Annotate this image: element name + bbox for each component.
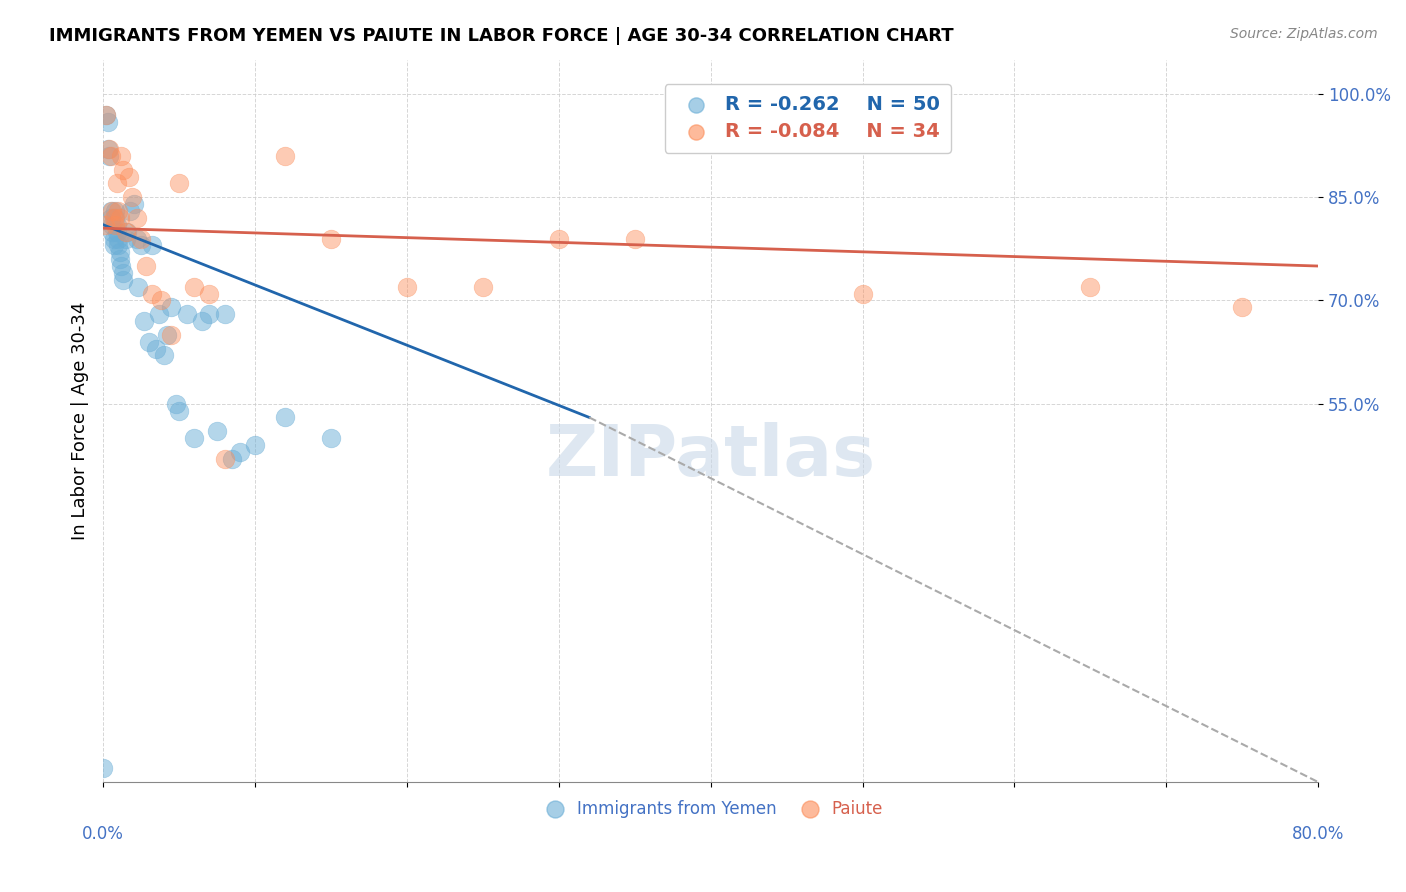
Legend: Immigrants from Yemen, Paiute: Immigrants from Yemen, Paiute	[531, 793, 890, 824]
Point	[107, 231, 129, 245]
Point	[183, 431, 205, 445]
Point	[122, 197, 145, 211]
Point	[141, 238, 163, 252]
Point	[105, 225, 128, 239]
Point	[108, 211, 131, 225]
Point	[138, 334, 160, 349]
Point	[117, 225, 139, 239]
Point	[205, 424, 228, 438]
Point	[97, 142, 120, 156]
Point	[547, 231, 569, 245]
Point	[98, 149, 121, 163]
Point	[108, 245, 131, 260]
Point	[103, 211, 125, 225]
Point	[129, 231, 152, 245]
Point	[221, 451, 243, 466]
Point	[167, 177, 190, 191]
Point	[148, 307, 170, 321]
Text: Source: ZipAtlas.com: Source: ZipAtlas.com	[1230, 27, 1378, 41]
Point	[104, 204, 127, 219]
Text: IMMIGRANTS FROM YEMEN VS PAIUTE IN LABOR FORCE | AGE 30-34 CORRELATION CHART: IMMIGRANTS FROM YEMEN VS PAIUTE IN LABOR…	[49, 27, 953, 45]
Point	[167, 403, 190, 417]
Point	[243, 438, 266, 452]
Point	[104, 218, 127, 232]
Point	[93, 218, 115, 232]
Point	[176, 307, 198, 321]
Point	[91, 761, 114, 775]
Point	[214, 451, 236, 466]
Point	[153, 349, 176, 363]
Point	[120, 204, 142, 219]
Point	[115, 225, 138, 239]
Point	[135, 259, 157, 273]
Point	[160, 301, 183, 315]
Point	[96, 108, 118, 122]
Point	[145, 342, 167, 356]
Point	[103, 231, 125, 245]
Point	[1080, 279, 1102, 293]
Point	[229, 445, 252, 459]
Point	[115, 231, 138, 245]
Point	[471, 279, 494, 293]
Point	[110, 259, 132, 273]
Point	[214, 307, 236, 321]
Point	[101, 225, 124, 239]
Point	[103, 238, 125, 252]
Point	[160, 327, 183, 342]
Point	[97, 114, 120, 128]
Point	[121, 190, 143, 204]
Point	[111, 266, 134, 280]
Point	[100, 149, 122, 163]
Point	[98, 142, 121, 156]
Text: ZIPatlas: ZIPatlas	[546, 423, 876, 491]
Point	[110, 149, 132, 163]
Point	[141, 286, 163, 301]
Point	[1232, 301, 1254, 315]
Point	[623, 231, 645, 245]
Point	[107, 238, 129, 252]
Point	[198, 286, 221, 301]
Point	[129, 238, 152, 252]
Point	[96, 108, 118, 122]
Y-axis label: In Labor Force | Age 30-34: In Labor Force | Age 30-34	[72, 301, 89, 540]
Point	[274, 149, 297, 163]
Point	[183, 279, 205, 293]
Point	[156, 327, 179, 342]
Point	[111, 162, 134, 177]
Point	[107, 204, 129, 219]
Point	[100, 204, 122, 219]
Point	[104, 211, 127, 225]
Point	[319, 231, 342, 245]
Point	[149, 293, 172, 308]
Point	[852, 286, 875, 301]
Point	[191, 314, 214, 328]
Text: 0.0%: 0.0%	[82, 825, 124, 844]
Text: 80.0%: 80.0%	[1292, 825, 1344, 844]
Point	[125, 211, 148, 225]
Point	[111, 273, 134, 287]
Point	[165, 397, 187, 411]
Point	[105, 177, 128, 191]
Point	[101, 204, 124, 219]
Point	[319, 431, 342, 445]
Point	[198, 307, 221, 321]
Point	[127, 279, 149, 293]
Point	[118, 169, 141, 184]
Point	[274, 410, 297, 425]
Point	[395, 279, 418, 293]
Point	[125, 231, 148, 245]
Point	[100, 211, 122, 225]
Point	[105, 218, 128, 232]
Point	[108, 252, 131, 267]
Point	[101, 218, 124, 232]
Point	[134, 314, 156, 328]
